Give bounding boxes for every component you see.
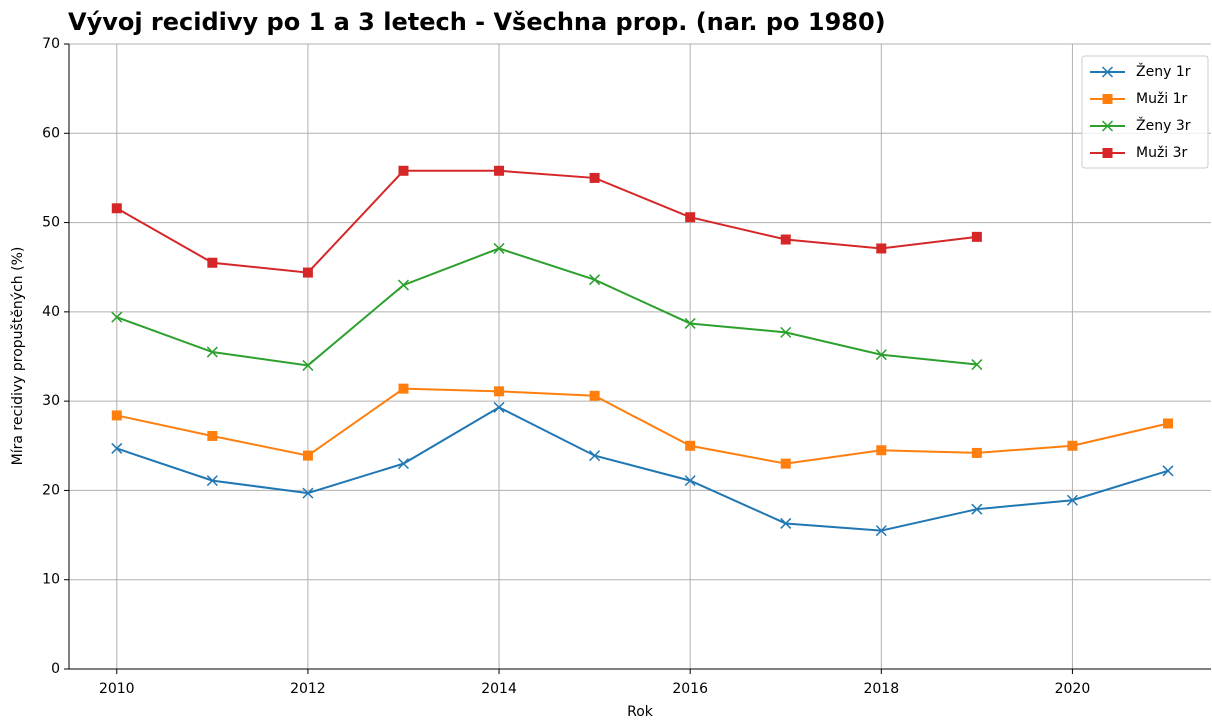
marker xyxy=(589,390,600,401)
y-tick-label: 0 xyxy=(51,661,60,677)
marker xyxy=(206,346,218,358)
marker xyxy=(207,257,218,268)
marker xyxy=(971,503,983,515)
marker xyxy=(971,359,983,371)
marker xyxy=(494,386,505,397)
marker xyxy=(780,326,792,338)
x-tick-label: 2012 xyxy=(290,681,326,697)
marker xyxy=(1162,418,1173,429)
series-line xyxy=(116,247,977,367)
series-line xyxy=(116,169,977,274)
y-tick-label: 20 xyxy=(42,482,60,498)
y-tick-label: 70 xyxy=(42,36,60,52)
legend-label: Muži 1r xyxy=(1136,91,1188,107)
y-tick-label: 10 xyxy=(42,572,60,588)
marker xyxy=(397,279,410,291)
marker xyxy=(780,234,791,245)
marker xyxy=(780,458,791,469)
x-tick-label: 2016 xyxy=(672,681,708,697)
marker xyxy=(684,475,696,487)
y-tick-label: 60 xyxy=(42,125,60,141)
marker xyxy=(1102,148,1113,158)
marker xyxy=(1101,66,1114,78)
marker xyxy=(1066,494,1078,506)
marker xyxy=(302,267,313,278)
legend-label: Ženy 3r xyxy=(1136,116,1191,134)
x-axis-label: Rok xyxy=(627,704,654,720)
legend-label: Muži 3r xyxy=(1136,145,1188,161)
legend-box xyxy=(1081,55,1209,169)
marker xyxy=(493,242,505,254)
marker xyxy=(207,430,218,441)
marker xyxy=(589,274,601,286)
axis-spine xyxy=(68,44,1211,670)
marker xyxy=(876,243,887,254)
chart-title: Vývoj recidivy po 1 a 3 letech - Všechna… xyxy=(68,8,886,36)
y-tick-label: 30 xyxy=(42,393,60,409)
marker xyxy=(111,203,122,214)
marker xyxy=(111,410,122,421)
x-tick-label: 2020 xyxy=(1055,681,1091,697)
marker xyxy=(875,349,887,361)
y-tick-label: 40 xyxy=(42,304,60,320)
marker xyxy=(685,212,696,223)
marker xyxy=(684,317,696,329)
marker xyxy=(1101,120,1114,132)
marker xyxy=(302,450,313,461)
marker xyxy=(494,165,505,176)
marker xyxy=(398,165,409,176)
y-axis-label: Míra recidivy propuštěných (%) xyxy=(10,247,26,466)
marker xyxy=(685,440,696,451)
marker xyxy=(1102,94,1113,104)
legend: Ženy 1r Muži 1r Ženy 3r Muži 3r xyxy=(1081,55,1209,169)
marker xyxy=(876,445,887,456)
marker xyxy=(875,525,887,537)
marker xyxy=(111,311,123,323)
marker xyxy=(111,442,123,454)
legend-label: Ženy 1r xyxy=(1136,62,1191,80)
marker xyxy=(398,383,409,394)
marker xyxy=(971,447,982,458)
y-tick-label: 50 xyxy=(42,215,60,231)
series-line xyxy=(116,406,1169,532)
x-tick-label: 2010 xyxy=(99,681,135,697)
marker xyxy=(589,450,601,462)
marker xyxy=(397,458,410,470)
marker xyxy=(971,231,982,242)
marker xyxy=(780,517,792,529)
x-tick-label: 2014 xyxy=(481,681,517,697)
marker xyxy=(302,487,314,499)
x-tick-label: 2018 xyxy=(863,681,899,697)
marker xyxy=(493,401,505,413)
marker xyxy=(1067,440,1078,451)
marker xyxy=(206,475,218,487)
marker xyxy=(589,172,600,183)
marker xyxy=(1162,465,1174,477)
series-line xyxy=(116,387,1169,465)
marker xyxy=(302,359,314,371)
